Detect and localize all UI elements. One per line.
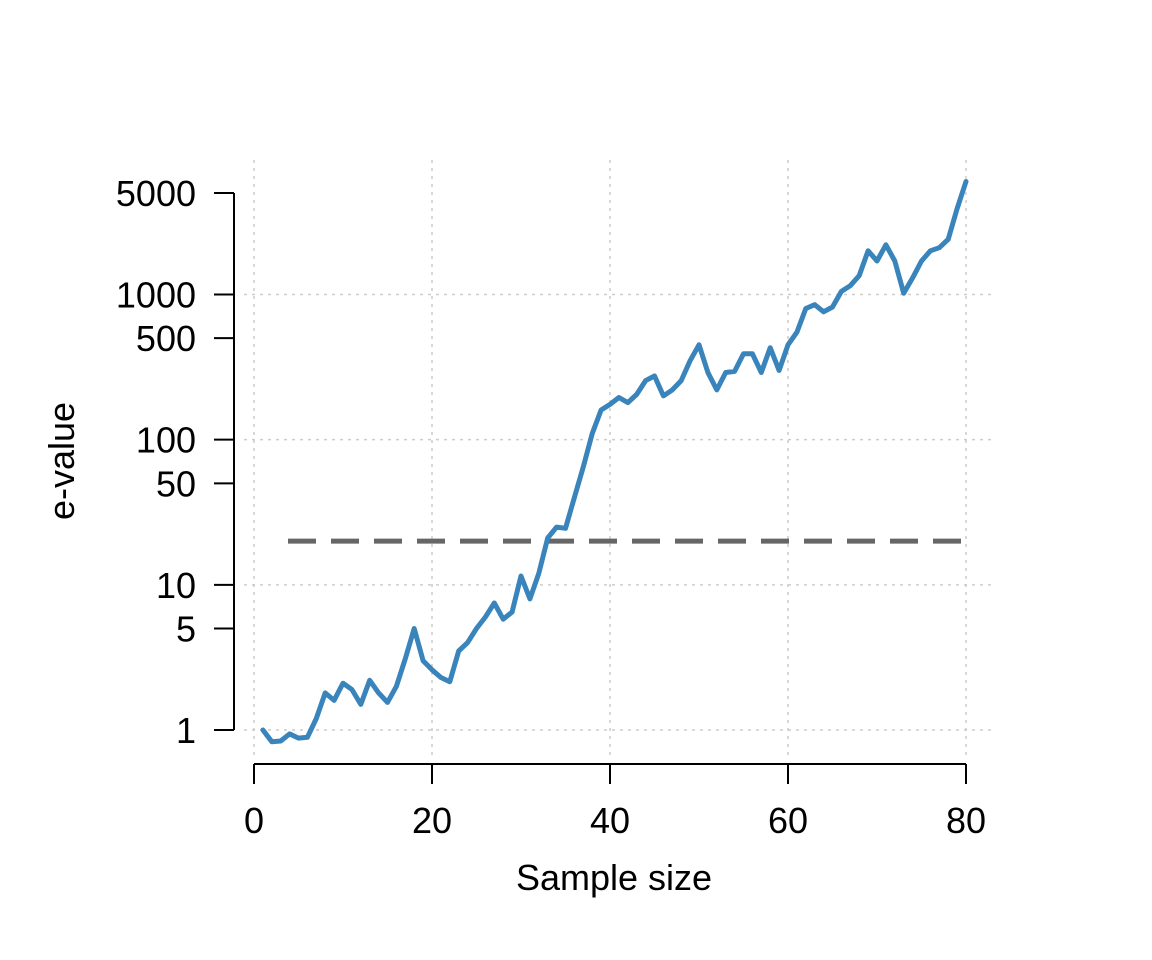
y-tick-label-1: 5 — [176, 609, 196, 650]
y-axis-title: e-value — [41, 402, 82, 520]
y-tick-label-3: 50 — [156, 463, 196, 504]
grid-lines — [244, 160, 995, 760]
x-tick-label-3: 60 — [768, 800, 808, 841]
y-tick-label-5: 500 — [136, 318, 196, 359]
series-layer — [260, 179, 969, 745]
x-tick-label-4: 80 — [946, 800, 986, 841]
y-tick-label-2: 10 — [156, 565, 196, 606]
y-tick-label-0: 1 — [176, 710, 196, 751]
y-tick-label-6: 1000 — [116, 274, 196, 315]
x-tick-label-0: 0 — [244, 800, 264, 841]
x-axis-title: Sample size — [516, 857, 712, 898]
series-line-0 — [260, 179, 969, 745]
x-tick-label-1: 20 — [412, 800, 452, 841]
y-tick-label-7: 5000 — [116, 173, 196, 214]
x-tick-label-2: 40 — [590, 800, 630, 841]
y-tick-label-4: 100 — [136, 420, 196, 461]
